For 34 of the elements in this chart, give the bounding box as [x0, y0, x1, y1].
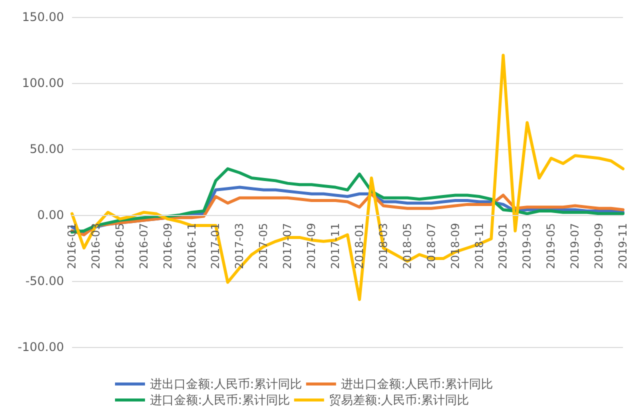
- x-tick-label: 2016-03: [89, 223, 102, 269]
- x-tick-label: 2019-11: [616, 223, 630, 269]
- x-tick-label: 2016-11: [185, 223, 198, 269]
- legend-label: 进出口金额:人民币:累计同比: [150, 377, 302, 391]
- x-tick-label: 2019-07: [568, 223, 582, 269]
- x-tick-label: 2016-09: [161, 223, 174, 269]
- legend-label: 进口金额:人民币:累计同比: [150, 393, 290, 407]
- x-tick-label: 2017-03: [233, 223, 246, 269]
- x-tick-label: 2018-09: [448, 223, 462, 269]
- x-tick-label: 2017-07: [281, 223, 294, 269]
- y-tick-label: 100.00: [22, 76, 64, 90]
- x-tick-label: 2018-07: [424, 223, 438, 269]
- x-tick-label: 2019-09: [592, 223, 606, 269]
- legend-label: 进出口金额:人民币:累计同比: [341, 377, 494, 391]
- x-tick-label: 2017-11: [329, 223, 342, 269]
- x-tick-label: 2019-03: [520, 223, 534, 269]
- legend-label: 贸易差额:人民币:累计同比: [329, 393, 470, 407]
- x-tick-label: 2017-05: [257, 223, 270, 269]
- x-tick-label: 2018-11: [472, 223, 486, 269]
- x-tick-label: 2016-05: [113, 223, 126, 269]
- x-tick-label: 2018-05: [400, 223, 414, 269]
- x-tick-label: 2017-09: [305, 223, 318, 269]
- x-tick-label: 2019-05: [544, 223, 558, 269]
- x-tick-label: 2018-01: [352, 223, 366, 269]
- x-tick-label: 2018-03: [376, 223, 390, 269]
- y-tick-label: 50.00: [30, 142, 64, 156]
- y-tick-label: 150.00: [22, 10, 64, 24]
- x-tick-label: 2016-01: [66, 223, 78, 269]
- x-tick-label: 2019-01: [496, 223, 510, 269]
- x-tick-label: 2017-01: [209, 223, 222, 269]
- y-tick-label: -100.00: [18, 340, 64, 354]
- y-tick-label: 0.00: [37, 208, 64, 222]
- x-tick-label: 2016-07: [137, 223, 150, 269]
- y-tick-label: -50.00: [25, 274, 64, 288]
